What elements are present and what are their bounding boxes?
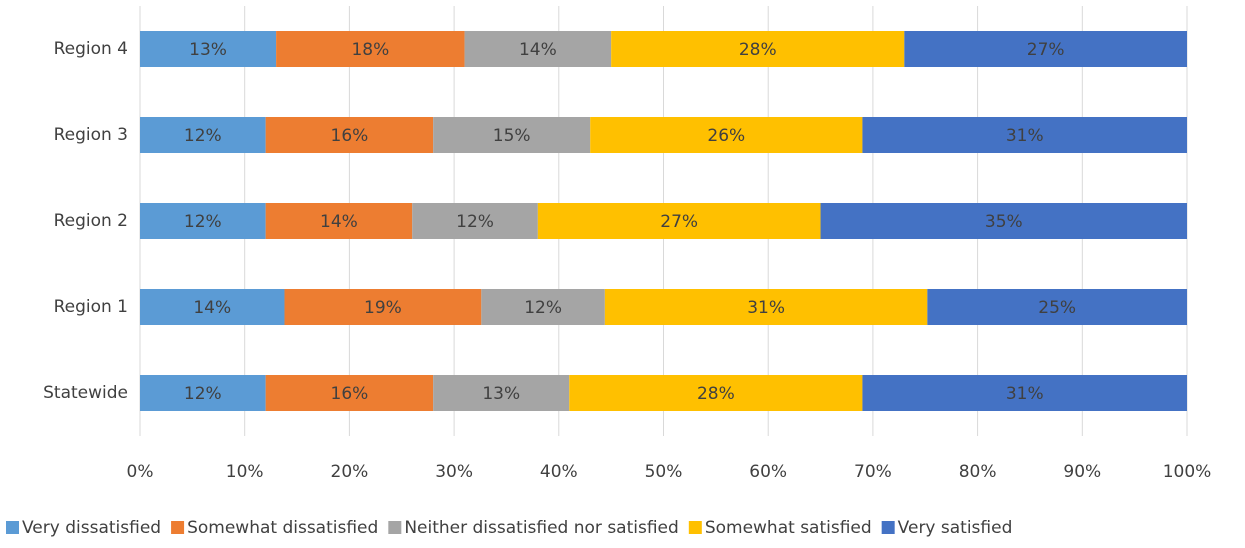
bar-segment: [140, 375, 266, 411]
x-tick-label: 20%: [331, 462, 369, 482]
bar-segment: [464, 31, 612, 67]
bar-segment: [862, 117, 1187, 153]
legend-label: Very satisfied: [898, 518, 1013, 538]
y-tick-label: Region 4: [54, 39, 128, 59]
bar-segment: [265, 203, 413, 239]
bar-segment: [284, 289, 482, 325]
data-label: 12%: [184, 212, 222, 232]
data-label: 31%: [747, 298, 785, 318]
data-label: 15%: [493, 126, 531, 146]
bar-segment: [276, 31, 465, 67]
data-label: 25%: [1038, 298, 1076, 318]
x-tick-label: 10%: [226, 462, 264, 482]
bar-segment: [590, 117, 863, 153]
bar-segment: [433, 375, 570, 411]
data-label: 12%: [184, 384, 222, 404]
x-tick-label: 100%: [1163, 462, 1212, 482]
bar-segment: [927, 289, 1187, 325]
bar-segment: [140, 117, 266, 153]
data-label: 12%: [524, 298, 562, 318]
bar-segment: [433, 117, 591, 153]
legend-swatch: [688, 521, 702, 534]
legend-label: Neither dissatisfied nor satisfied: [404, 518, 679, 538]
data-label: 35%: [985, 212, 1023, 232]
bar-segment: [862, 375, 1187, 411]
y-tick-label: Region 3: [54, 125, 128, 145]
legend-swatch: [6, 521, 19, 534]
data-label: 31%: [1006, 126, 1044, 146]
data-label: 31%: [1006, 384, 1044, 404]
x-tick-label: 90%: [1063, 462, 1101, 482]
bar-segment: [904, 31, 1187, 67]
y-tick-label: Statewide: [43, 383, 128, 403]
data-label: 27%: [1027, 40, 1065, 60]
bar-segment: [611, 31, 905, 67]
data-label: 18%: [351, 40, 389, 60]
legend-label: Very dissatisfied: [22, 518, 161, 538]
legend-swatch: [171, 521, 185, 534]
bar-segment: [412, 203, 538, 239]
data-label: 14%: [193, 298, 231, 318]
data-label: 14%: [519, 40, 557, 60]
y-tick-label: Region 1: [54, 297, 128, 317]
data-label: 28%: [697, 384, 735, 404]
x-tick-label: 70%: [854, 462, 892, 482]
bar-segment: [820, 203, 1187, 239]
bar-segment: [265, 117, 434, 153]
x-tick-label: 30%: [435, 462, 473, 482]
legend-label: Somewhat satisfied: [705, 518, 872, 538]
x-tick-label: 0%: [127, 462, 154, 482]
data-label: 14%: [320, 212, 358, 232]
bar-segment: [604, 289, 928, 325]
data-label: 13%: [189, 40, 227, 60]
data-label: 16%: [331, 126, 369, 146]
bar-segment: [537, 203, 821, 239]
bar-segment: [140, 31, 277, 67]
data-label: 27%: [660, 212, 698, 232]
x-tick-label: 50%: [645, 462, 683, 482]
data-label: 13%: [482, 384, 520, 404]
x-tick-label: 60%: [749, 462, 787, 482]
legend-label: Somewhat dissatisfied: [187, 518, 378, 538]
data-label: 26%: [707, 126, 745, 146]
data-label: 19%: [364, 298, 402, 318]
data-label: 12%: [184, 126, 222, 146]
legend-swatch: [881, 521, 895, 534]
legend-swatch: [388, 521, 402, 534]
x-tick-label: 40%: [540, 462, 578, 482]
x-tick-label: 80%: [959, 462, 997, 482]
bar-segment: [481, 289, 605, 325]
y-tick-label: Region 2: [54, 211, 128, 231]
data-label: 16%: [331, 384, 369, 404]
bar-segment: [569, 375, 863, 411]
bar-segment: [265, 375, 434, 411]
bar-segment: [140, 289, 285, 325]
data-label: 12%: [456, 212, 494, 232]
bar-segment: [140, 203, 266, 239]
data-label: 28%: [739, 40, 777, 60]
